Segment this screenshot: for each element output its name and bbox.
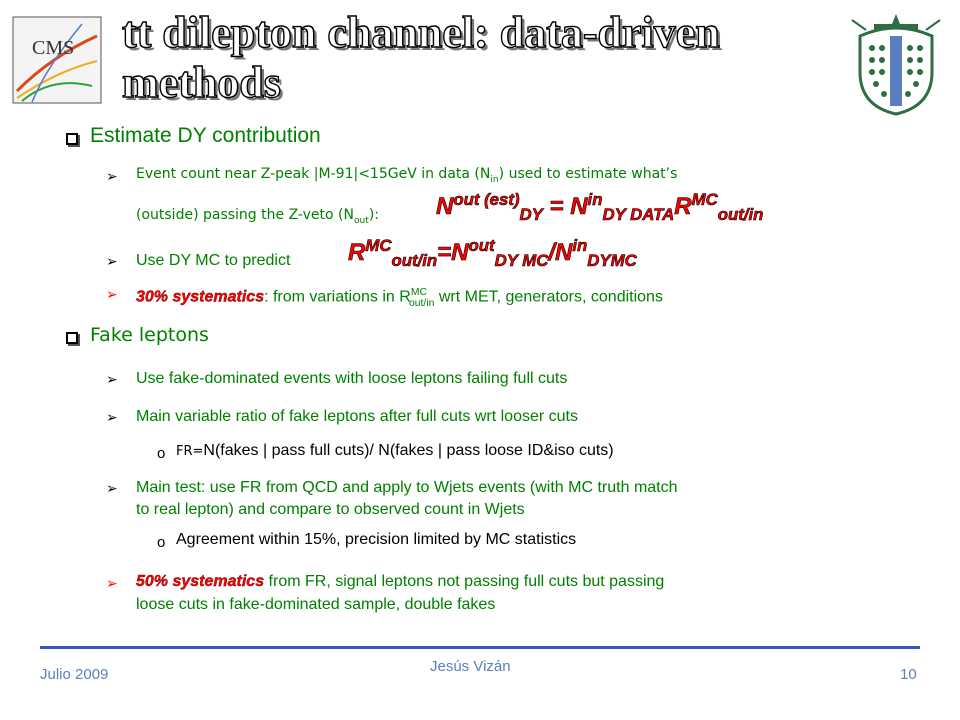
arrow-bullet-icon: ➢ — [106, 575, 118, 591]
arrow-bullet-icon: ➢ — [106, 371, 118, 387]
section2-bullet2: Main variable ratio of fake leptons afte… — [136, 408, 578, 425]
sub-bullet-icon: o — [157, 534, 166, 551]
university-seal-logo — [846, 10, 946, 116]
section2-bullet3-line2: to real lepton) and compare to observed … — [136, 501, 525, 518]
footer-date: Julio 2009 — [40, 666, 109, 683]
r-mc-formula: RMCout/in=NoutDY MC/NinDYMC — [348, 236, 637, 270]
section1-bullet3: 30% systematics: from variations in RMCo… — [136, 281, 663, 315]
b4-line1: from FR, signal leptons not passing full… — [264, 573, 665, 590]
cms-logo: CMS — [12, 16, 102, 104]
b1-line2-pre: (outside) passing the Z-veto (N — [136, 207, 354, 223]
agreement-note: Agreement within 15%, precision limited … — [176, 531, 577, 548]
slide-title-line2: methods — [121, 57, 281, 107]
arrow-bullet-icon: ➢ — [106, 480, 118, 496]
fr-text: N(fakes | pass full cuts)/ N(fakes | pas… — [203, 442, 614, 459]
section2-bullet-icon — [66, 332, 78, 344]
dy-systematics-label: 30% systematics — [136, 288, 265, 306]
section1-bullet-icon — [66, 133, 78, 145]
b3-sub: out/in — [408, 297, 435, 309]
section1-bullet1-line2: (outside) passing the Z-veto (Nout): — [136, 204, 379, 233]
arrow-bullet-icon: ➢ — [106, 253, 118, 269]
section2-bullet4-line2: loose cuts in fake-dominated sample, dou… — [136, 596, 496, 613]
fake-systematics-label: 50% systematics — [136, 573, 265, 590]
b3-text-post: wrt MET, generators, conditions — [434, 288, 663, 306]
b1-line1-pre: Event count near Z-peak |M-91|<15GeV in … — [136, 166, 491, 182]
arrow-bullet-icon: ➢ — [106, 409, 118, 425]
b3-text-pre: : from variations in R — [264, 288, 411, 306]
arrow-bullet-icon: ➢ — [106, 168, 118, 184]
section2-heading: Fake leptons — [90, 324, 209, 346]
section2-bullet4-line1: 50% systematics from FR, signal leptons … — [136, 570, 664, 593]
footer-divider — [40, 646, 920, 649]
footer-page-number: 10 — [900, 666, 917, 683]
section1-bullet2-text: Use DY MC to predict — [136, 252, 291, 269]
cms-logo-text: CMS — [32, 37, 74, 59]
fake-rate-definition: FR=N(fakes | pass full cuts)/ N(fakes | … — [176, 442, 614, 460]
slide-title-line1: tt dilepton channel: data-driven — [121, 7, 720, 57]
fr-prefix: FR= — [176, 444, 204, 459]
b1-line2-post: ): — [368, 207, 380, 223]
sub-bullet-icon: o — [157, 445, 166, 462]
b1-line1-post: ) used to estimate what’s — [498, 166, 678, 182]
section2-bullet1: Use fake-dominated events with loose lep… — [136, 370, 568, 387]
section1-heading: Estimate DY contribution — [90, 124, 321, 147]
section1-bullet1-line1: Event count near Z-peak |M-91|<15GeV in … — [136, 163, 677, 192]
arrow-bullet-icon: ➢ — [106, 286, 118, 302]
slide-title: tt dilepton channel: data-driven methods — [121, 7, 842, 108]
b1-line1-sub: in — [490, 174, 499, 185]
footer-author: Jesús Vizán — [430, 658, 511, 675]
section2-bullet3-line1: Main test: use FR from QCD and apply to … — [136, 479, 678, 496]
b1-line2-sub: out — [353, 215, 369, 226]
b3-sup: MC — [410, 287, 427, 298]
dy-estimate-formula: Nout (est)DY = NinDY DATARMCout/in — [436, 190, 764, 224]
